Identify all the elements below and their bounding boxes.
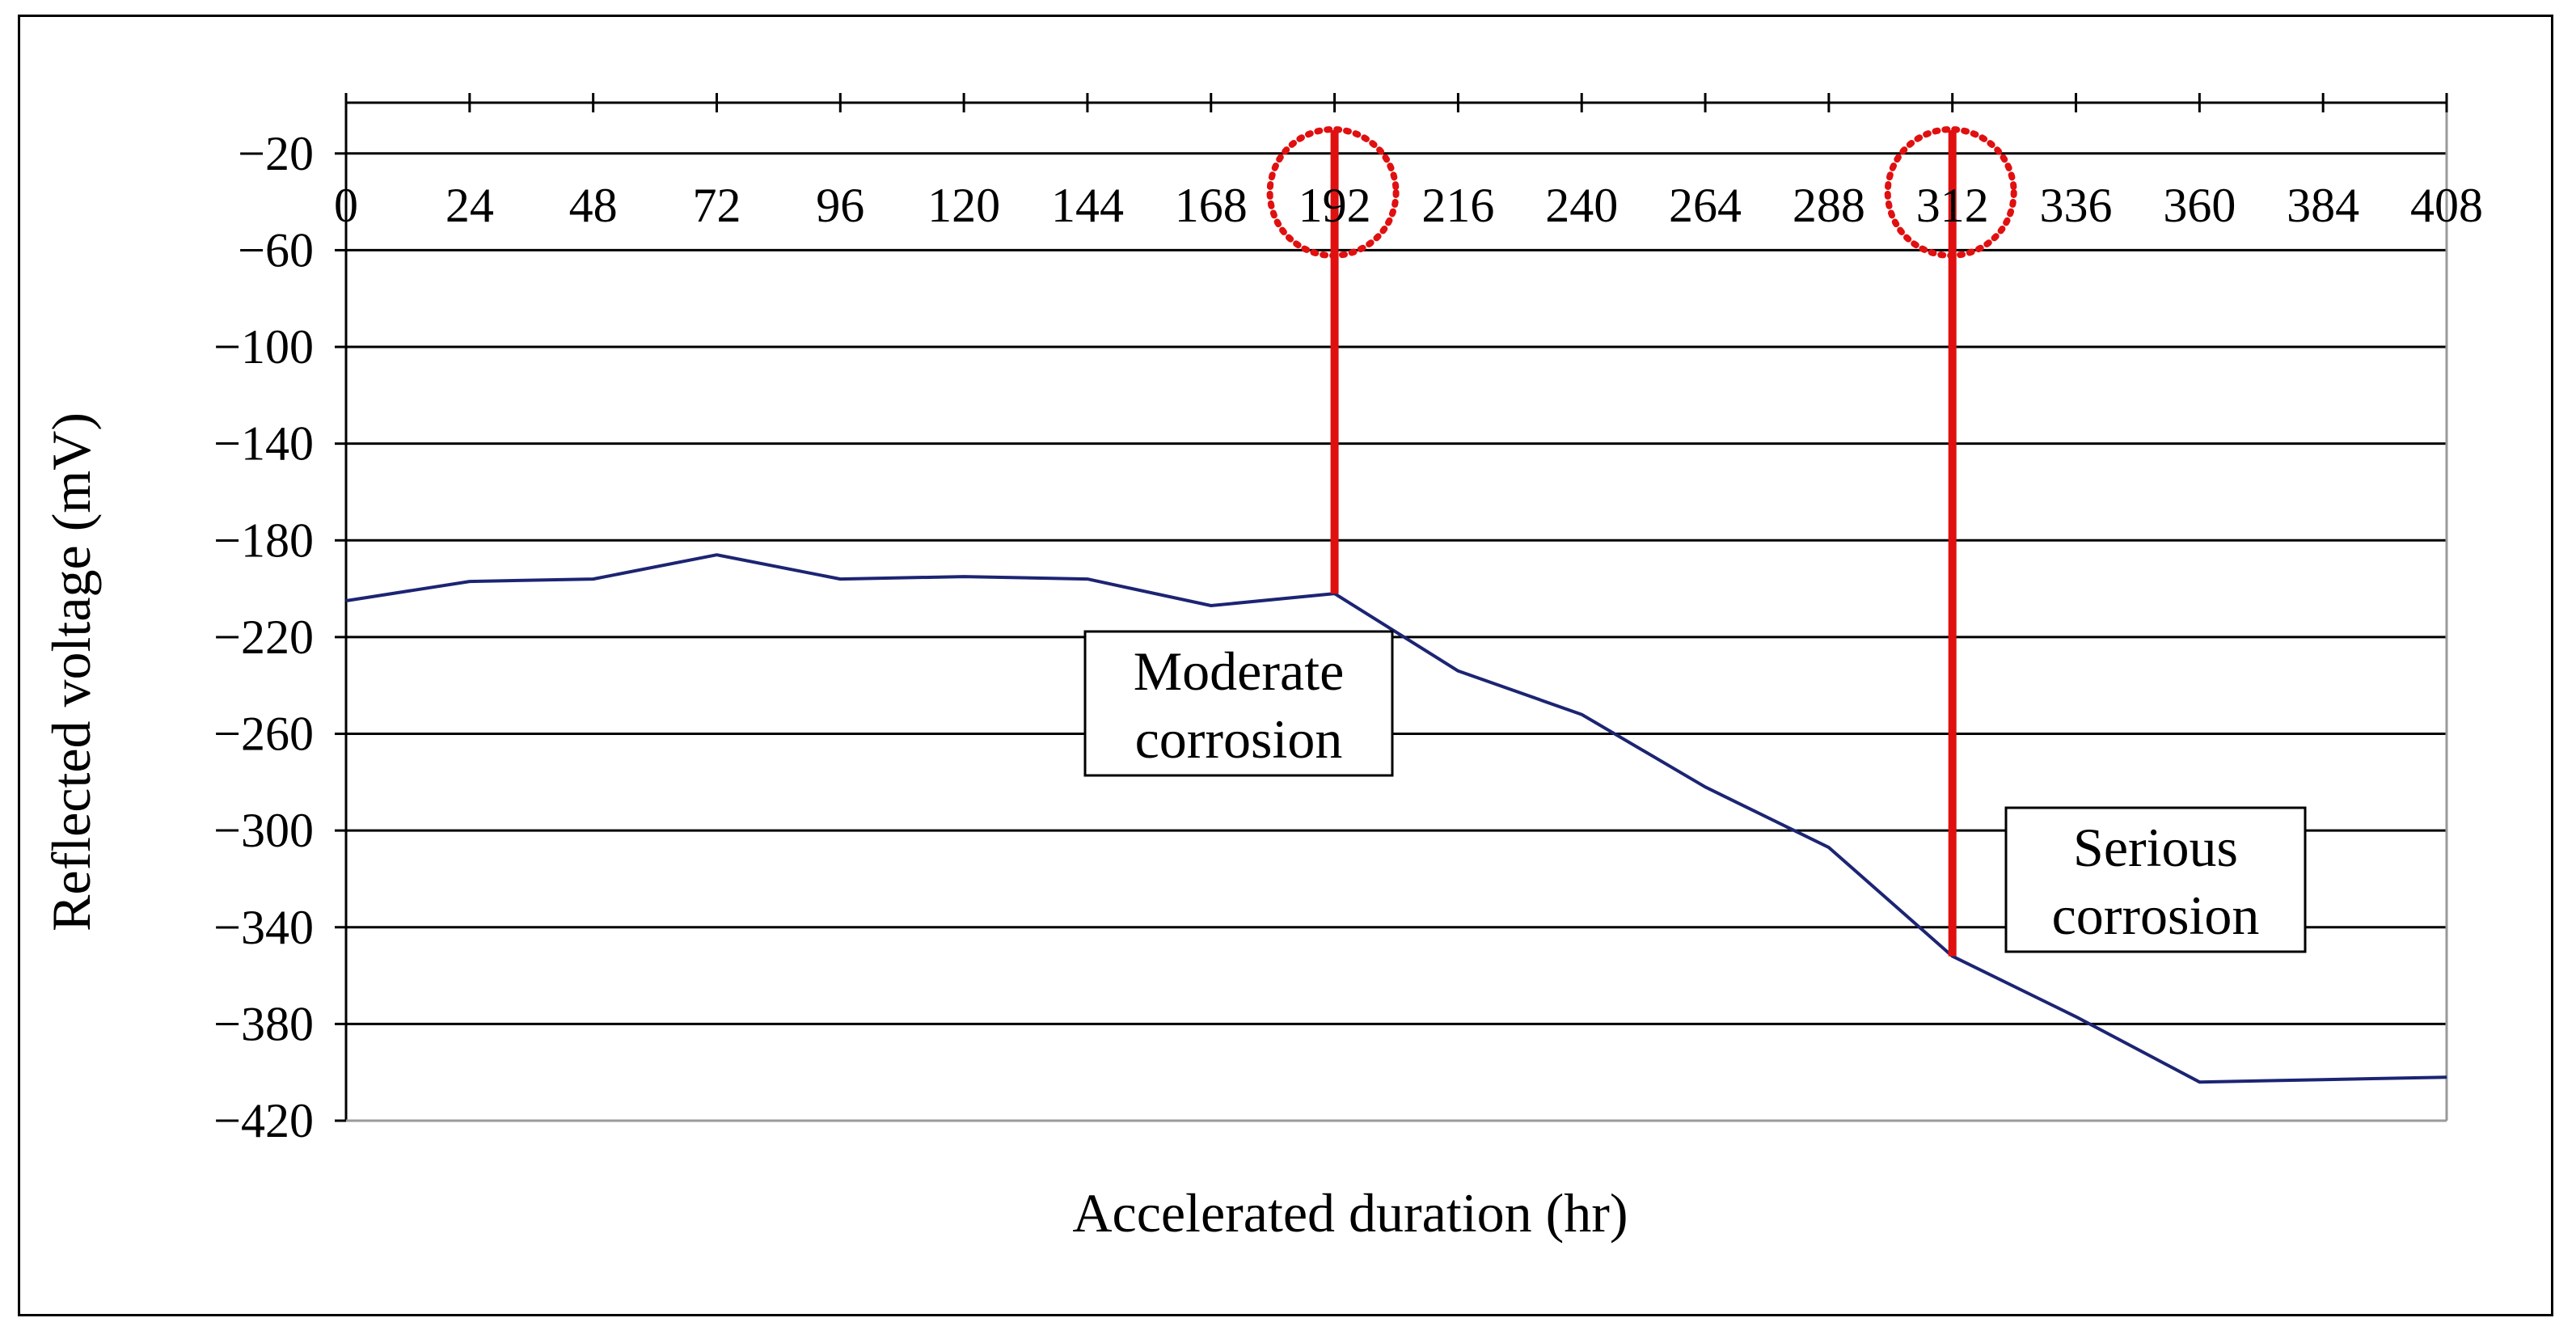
x-tick-label: 264 [1669,179,1742,232]
x-tick-label: 24 [446,179,494,232]
y-tick-label: −180 [213,513,314,567]
chart-frame: Moderate corrosion Serious corrosion −20 −60… [18,15,2553,1316]
x-tick-label: 144 [1051,179,1124,232]
x-tick-label: 48 [569,179,618,232]
x-tick-label: 384 [2287,179,2359,232]
series-layer [345,553,2447,1084]
data-point [2198,1081,2200,1083]
x-axis-title: Accelerated duration (hr) [1072,1182,1628,1244]
corrosion-tick-highlight-circle [1884,126,2017,259]
data-point [1828,847,1830,848]
y-tick-label: −380 [213,997,314,1050]
x-tick-label: 72 [692,179,741,232]
y-tick-label: −60 [238,223,314,277]
data-point [2322,1079,2324,1080]
x-tick-label: 192 [1299,179,1371,232]
series-line [345,553,2447,1084]
x-tick-label: 312 [1916,179,1989,232]
corrosion-label-line1: Serious [2073,817,2238,878]
x-tick-label: 120 [927,179,1000,232]
data-point [1581,714,1582,716]
x-tick-label: 360 [2163,179,2236,232]
x-tick-label: 408 [2410,179,2483,232]
x-tick-label: 168 [1175,179,1248,232]
y-tick-label: −220 [213,610,314,664]
corrosion-label-line1: Moderate [1134,640,1345,702]
y-tick-label: −260 [213,708,314,761]
y-tick-label: −100 [213,320,314,374]
x-tick-label: 336 [2040,179,2113,232]
y-tick-label: −300 [213,804,314,857]
x-tick-label: 240 [1545,179,1618,232]
data-point [469,581,471,582]
y-tick-label: −140 [213,417,314,471]
y-tick-label: −420 [213,1094,314,1147]
corrosion-label-line2: corrosion [1135,708,1343,770]
corrosion-tick-highlight-circle [1266,126,1400,259]
y-tick-label: −340 [213,901,314,954]
x-tick-label: 96 [816,179,864,232]
corrosion-label-box [2004,806,2307,953]
x-tick-label: 216 [1421,179,1494,232]
x-tick-label: 288 [1793,179,1865,232]
y-tick-label: −20 [238,127,314,180]
corrosion-label-box [1083,630,1394,777]
corrosion-label-line2: corrosion [2052,885,2260,946]
y-axis-title: Reflected voltage (mV) [40,412,102,931]
grid-layer [346,152,2447,1122]
label-layer: −20 −60 −100 −140 −180 −220 −260 −300 −340 −380 −4… [213,127,2483,1147]
data-point [345,600,347,602]
axis-layer [335,93,2448,1122]
data-point [1457,670,1459,672]
data-point [839,578,841,580]
x-tick-label: 0 [334,179,358,232]
data-point [1704,786,1706,788]
